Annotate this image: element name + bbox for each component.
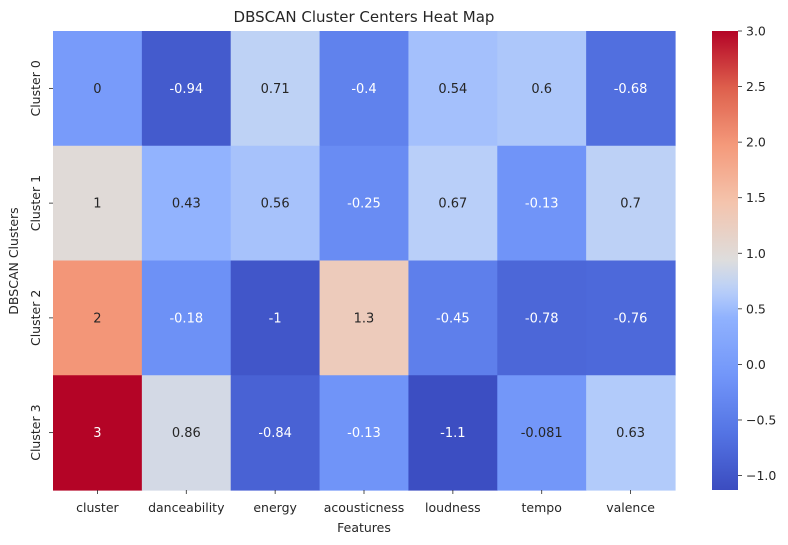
cell-value-label: 0.43 — [172, 197, 201, 212]
cell-value-label: -0.081 — [521, 426, 563, 441]
colorbar-tick-label: 2.5 — [746, 79, 766, 94]
cell-value-label: 0.63 — [616, 426, 645, 441]
heatmap-cell — [230, 145, 321, 262]
cell-value-label: -1 — [269, 311, 282, 326]
heatmap-cell — [141, 375, 232, 491]
cell-value-label: 0.67 — [438, 197, 467, 212]
heatmap-cell — [230, 375, 321, 491]
cell-value-label: 2 — [93, 311, 101, 326]
heatmap-cell — [586, 145, 676, 262]
heatmap-cell — [586, 31, 676, 147]
heatmap-cell — [230, 31, 321, 147]
cell-value-label: 0.7 — [620, 197, 641, 212]
x-tick-label: acousticness — [324, 500, 405, 515]
cell-value-label: -0.94 — [169, 82, 203, 97]
colorbar-tick-label: −1.0 — [746, 468, 776, 483]
cell-value-label: -0.13 — [525, 197, 559, 212]
heatmap-cell — [141, 31, 232, 147]
heatmap-cell — [586, 260, 676, 376]
heatmap-cell — [586, 375, 676, 491]
cell-value-label: -0.13 — [347, 426, 381, 441]
x-tick-label: danceability — [148, 500, 225, 515]
cell-value-label: 0.86 — [172, 426, 201, 441]
colorbar — [712, 31, 738, 490]
heatmap-cell — [141, 260, 232, 376]
cell-value-label: -0.25 — [347, 197, 381, 212]
heatmap-cell — [319, 31, 410, 147]
cell-value-label: 0.71 — [261, 82, 290, 97]
heatmap-cell — [497, 145, 587, 262]
colorbar-tick-label: 0.0 — [746, 357, 766, 372]
heatmap-cell — [53, 375, 143, 491]
heatmap-cell — [230, 260, 321, 376]
cell-value-label: -0.45 — [436, 311, 470, 326]
heatmap-cell — [497, 31, 587, 147]
x-tick-label: cluster — [76, 500, 119, 515]
colorbar-tick-label: 2.0 — [746, 135, 766, 150]
cell-value-label: -0.78 — [525, 311, 559, 326]
y-tick-label: Cluster 3 — [28, 404, 43, 460]
cell-value-label: -0.76 — [614, 311, 648, 326]
colorbar-tick-label: 0.5 — [746, 301, 766, 316]
heatmap-cell — [319, 145, 410, 262]
x-tick-label: tempo — [522, 500, 562, 515]
colorbar-ticks: −1.0 −0.5 0.0 0.5 1.0 1.5 2.0 2.5 3.0 — [738, 24, 776, 483]
y-axis-label: DBSCAN Clusters — [6, 207, 21, 314]
colorbar-tick-label: −0.5 — [746, 412, 776, 427]
x-axis-label: Features — [337, 520, 391, 535]
heatmap-cell — [141, 145, 232, 262]
heatmap-cell — [53, 145, 143, 262]
x-tick-label: loudness — [425, 500, 481, 515]
heatmap-cell — [497, 260, 587, 376]
heatmap-cell — [53, 260, 143, 376]
y-tick-label: Cluster 0 — [28, 60, 43, 116]
x-tick-label: energy — [253, 500, 297, 515]
cell-value-label: -0.4 — [351, 82, 376, 97]
cell-value-label: -0.18 — [169, 311, 203, 326]
heatmap-cell — [408, 31, 498, 147]
y-tick-label: Cluster 1 — [28, 175, 43, 231]
chart-title: DBSCAN Cluster Centers Heat Map — [234, 8, 495, 26]
heatmap-cells — [53, 31, 676, 491]
cell-value-label: 0.56 — [261, 197, 290, 212]
heatmap-cell — [408, 145, 498, 262]
cell-value-label: 0.54 — [438, 82, 467, 97]
colorbar-tick-label: 1.5 — [746, 190, 766, 205]
cell-value-label: 1 — [93, 197, 101, 212]
heatmap-cell — [53, 31, 143, 147]
heatmap-cell — [408, 375, 498, 491]
cell-value-label: 0.6 — [531, 82, 552, 97]
colorbar-tick-label: 3.0 — [746, 24, 766, 39]
heatmap-cell — [319, 260, 410, 376]
cell-value-label: -1.1 — [440, 426, 465, 441]
cell-value-label: 1.3 — [354, 311, 375, 326]
cell-value-label: -0.84 — [258, 426, 292, 441]
heatmap-cell-labels: 0 -0.94 0.71 -0.4 0.54 0.6 -0.68 1 0.43 0.56 -0.25… — [93, 82, 647, 441]
heatmap-cell — [408, 260, 498, 376]
cell-value-label: 0 — [93, 82, 101, 97]
heatmap-cell — [497, 375, 587, 491]
cell-value-label: -0.68 — [614, 82, 648, 97]
colorbar-tick-label: 1.0 — [746, 246, 766, 261]
x-tick-label: valence — [606, 500, 655, 515]
y-axis-ticks: Cluster 0 Cluster 1 Cluster 2 Cluster 3 — [28, 60, 53, 461]
x-axis-ticks: cluster danceability energy acousticness lou… — [76, 490, 655, 515]
cell-value-label: 3 — [93, 426, 101, 441]
y-tick-label: Cluster 2 — [28, 290, 43, 346]
heatmap-cell — [319, 375, 410, 491]
